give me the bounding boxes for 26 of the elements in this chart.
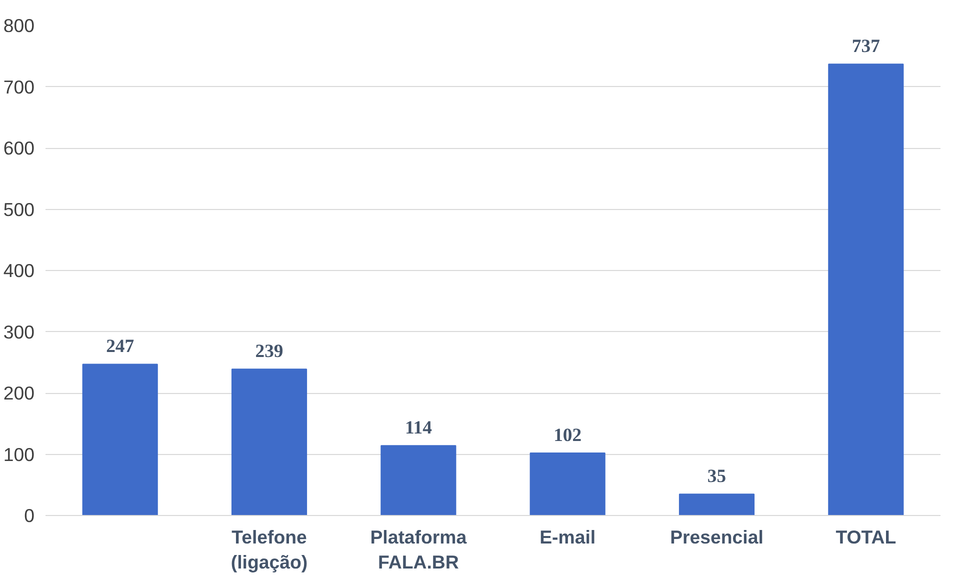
x-tick-label: Presencial <box>670 526 764 548</box>
x-tick-label: TOTAL <box>836 526 896 548</box>
x-tick-label: Telefone (ligação) <box>230 526 308 573</box>
data-label: 239 <box>255 341 284 362</box>
y-tick-label: 300 <box>3 321 35 342</box>
x-tick-label: E-mail <box>540 526 596 548</box>
y-tick-label: 200 <box>3 382 35 404</box>
y-tick-label: 0 <box>24 505 35 526</box>
y-tick-label: 500 <box>3 198 35 220</box>
y-tick-label: 100 <box>3 444 35 465</box>
data-label: 35 <box>707 466 726 488</box>
bar <box>380 445 456 516</box>
data-label: 737 <box>852 36 880 58</box>
y-tick-label: 700 <box>3 76 35 98</box>
y-tick-label: 600 <box>3 138 35 158</box>
bar <box>678 494 755 516</box>
data-label: 114 <box>404 418 432 439</box>
bar <box>530 452 606 516</box>
bar <box>82 364 158 516</box>
data-label: 102 <box>554 425 582 446</box>
data-label: 247 <box>106 336 134 358</box>
y-tick-label: 400 <box>3 260 35 281</box>
y-tick-label: 800 <box>3 15 35 36</box>
x-tick-label: Plataforma FALA.BR <box>370 526 468 573</box>
bar <box>231 368 308 516</box>
bar <box>828 64 904 516</box>
